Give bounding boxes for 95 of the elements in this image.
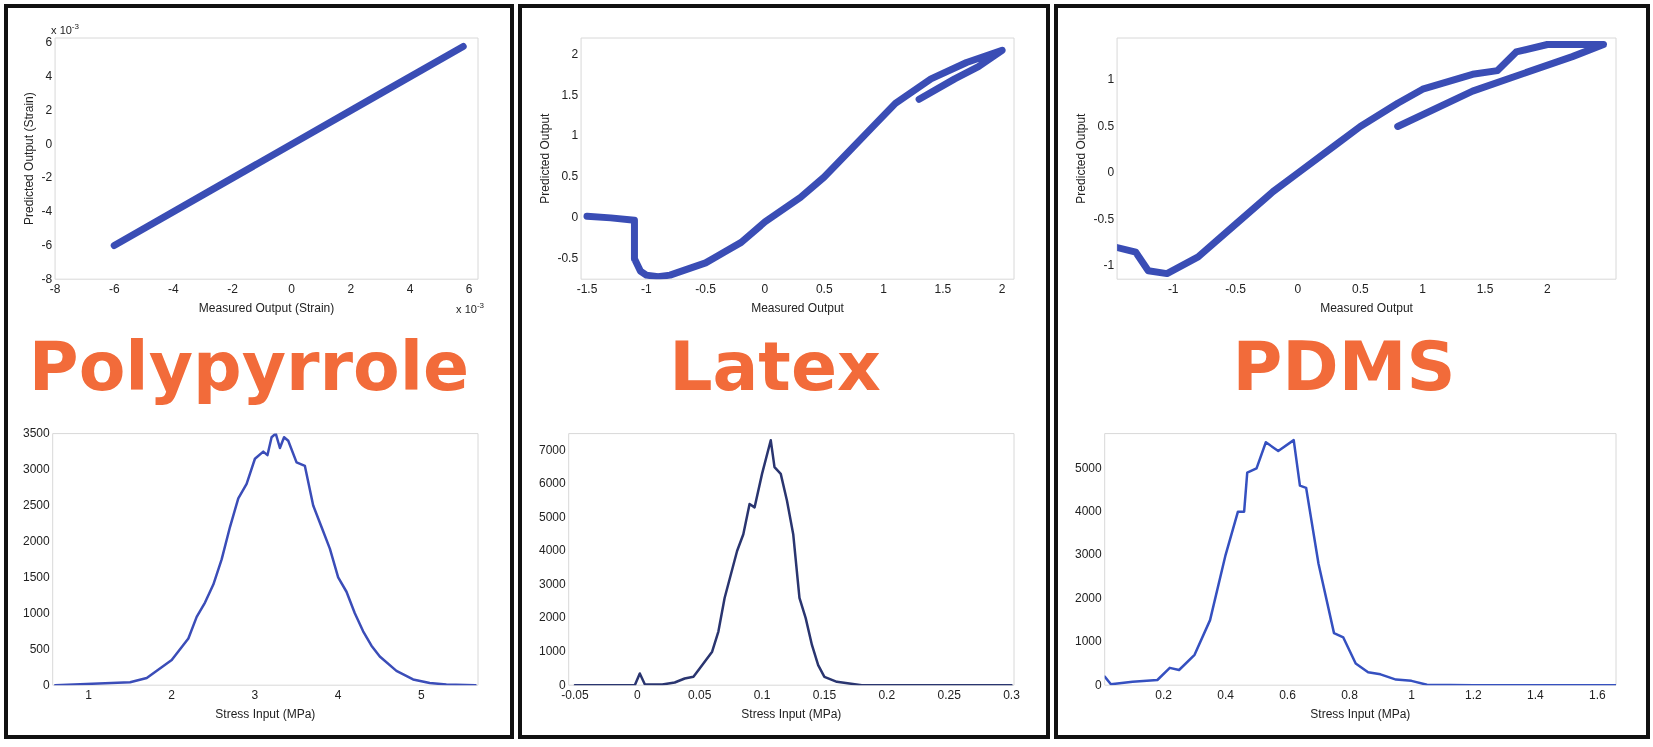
x-axis-title: Measured Output [751,301,845,316]
y-tick-label: -0.5 [557,251,579,266]
x-tick-label: 3 [251,687,259,702]
y-tick-label: -4 [41,204,53,219]
x-tick-label: 1.2 [1465,687,1483,702]
x-tick-label: 5 [418,687,426,702]
y-tick-label: 1500 [22,569,51,584]
y-tick-label: 0 [43,677,51,692]
x-axis-title: Stress Input (MPa) [741,707,842,722]
y-tick-label: 0 [45,136,53,151]
x-tick-label: -1 [640,281,652,296]
y-tick-label: 6 [45,35,53,50]
y-tick-label: 2 [571,46,579,61]
y-tick-label: 6000 [538,476,567,491]
x-tick-label: 0.8 [1341,687,1359,702]
x-tick-label: 0.05 [687,687,712,702]
x-tick-label: 0.6 [1279,687,1297,702]
x-tick-label: 4 [334,687,342,702]
y-tick-label: 5000 [1074,460,1103,475]
x-tick-label: 1.5 [1476,281,1494,296]
x-tick-label: 0 [288,281,296,296]
x-tick-label: 0.2 [1155,687,1173,702]
x-tick-label: -2 [227,281,239,296]
y-tick-label: 3500 [22,425,51,440]
y-tick-label: 0 [1095,677,1103,692]
chart-title: Polypyrrole [28,327,470,407]
x-tick-label: 2 [1544,281,1552,296]
y-tick-label: 2000 [22,533,51,548]
x-axis-title: Stress Input (MPa) [1310,707,1411,722]
y-axis-title: Predicted Output [537,112,552,204]
x-tick-label: 0 [761,281,769,296]
y-tick-label: 4 [45,69,53,84]
y-tick-label: 2500 [22,497,51,512]
y-tick-label: -6 [41,237,53,252]
y-tick-label: 4000 [1074,504,1103,518]
x-tick-label: -0.5 [1225,281,1247,296]
y-tick-label: 2000 [538,610,567,625]
x-tick-label: 0.5 [815,281,833,296]
y-axis-title: Predicted Output [1073,112,1088,204]
x-tick-label: 0.3 [1003,687,1021,702]
x-tick-label: 1.5 [934,281,952,296]
x-tick-label: 1.4 [1527,687,1545,702]
x-tick-label: 2 [998,281,1006,296]
y-tick-label: 2 [45,102,53,117]
y-tick-label: 1000 [538,643,567,658]
x-axis-title: Measured Output [1320,301,1414,316]
y-tick-label: 3000 [1074,547,1103,562]
y-tick-label: 1000 [22,605,51,620]
y-tick-label: 0 [571,210,579,225]
y-tick-label: 500 [29,641,51,656]
x-tick-label: 1 [1419,281,1427,296]
x-tick-label: 0.15 [812,687,837,702]
y-tick-label: -2 [41,170,53,185]
y-tick-label: 1 [571,128,579,143]
x-tick-label: -1.5 [576,281,598,296]
x-tick-label: 0 [633,687,641,702]
x-tick-label: 1.6 [1589,687,1607,702]
x-tick-label: -4 [168,281,180,296]
chart-title: Latex [669,327,881,407]
y-tick-label: 0 [559,677,567,692]
y-tick-label: 0.5 [561,169,579,184]
y-tick-label: 2000 [1074,590,1103,605]
x-tick-label: 0.5 [1351,281,1369,296]
chart-title: PDMS [1232,327,1456,407]
x-axis-title: Stress Input (MPa) [215,707,316,722]
x-tick-label: 6 [465,281,473,296]
x-tick-label: 0 [1294,281,1302,296]
y-tick-label: 7000 [538,442,567,457]
x-tick-label: 1 [85,687,93,702]
x-tick-label: 2 [347,281,355,296]
y-tick-label: 1000 [1074,634,1103,649]
y-tick-label: 3000 [538,576,567,591]
y-tick-label: 0.5 [1097,118,1115,133]
y-tick-label: -0.5 [1093,211,1115,226]
x-axis-title: Measured Output (Strain) [198,301,335,316]
x-tick-label: 2 [168,687,176,702]
y-tick-label: 4000 [538,543,567,558]
x-tick-label: -6 [108,281,120,296]
x-tick-label: 0.1 [753,687,771,702]
y-tick-label: 5000 [538,509,567,524]
x-tick-label: 0.25 [937,687,962,702]
y-tick-label: -8 [41,271,53,286]
y-axis-title: Predicted Output (Strain) [21,92,36,225]
y-tick-label: -1 [1103,258,1115,273]
y-tick-label: 0 [1107,165,1115,180]
x-tick-label: 1 [1408,687,1416,702]
y-tick-label: 1 [1107,72,1115,87]
y-tick-label: 1.5 [561,87,579,102]
x-tick-label: -1 [1167,281,1179,296]
x-tick-label: 4 [406,281,414,296]
y-tick-label: 3000 [22,461,51,476]
x-tick-label: 1 [880,281,888,296]
x-tick-label: 0.2 [878,687,896,702]
x-tick-label: 0.4 [1217,687,1235,702]
x-tick-label: -0.5 [695,281,717,296]
